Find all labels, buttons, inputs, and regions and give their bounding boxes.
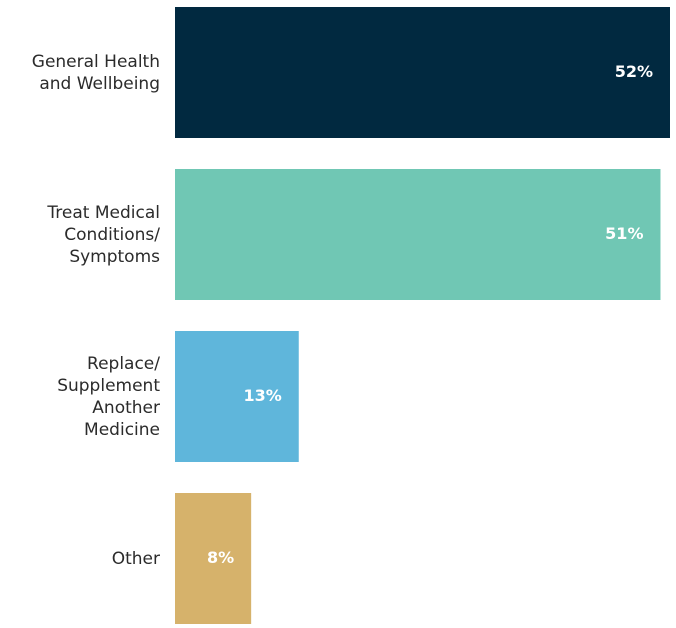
value-label: 8% xyxy=(207,548,234,567)
category-label: Other xyxy=(111,548,160,569)
category-label: Treat Medical Conditions/ Symptoms xyxy=(47,202,160,267)
bar xyxy=(175,493,252,624)
value-label: 51% xyxy=(605,224,643,243)
bar xyxy=(175,331,299,462)
bar xyxy=(175,7,670,138)
value-label: 13% xyxy=(243,386,281,405)
category-label: Replace/ Supplement Another Medicine xyxy=(57,353,160,440)
category-label: General Health and Wellbeing xyxy=(31,51,160,94)
value-label: 52% xyxy=(615,62,653,81)
bar xyxy=(175,169,661,300)
